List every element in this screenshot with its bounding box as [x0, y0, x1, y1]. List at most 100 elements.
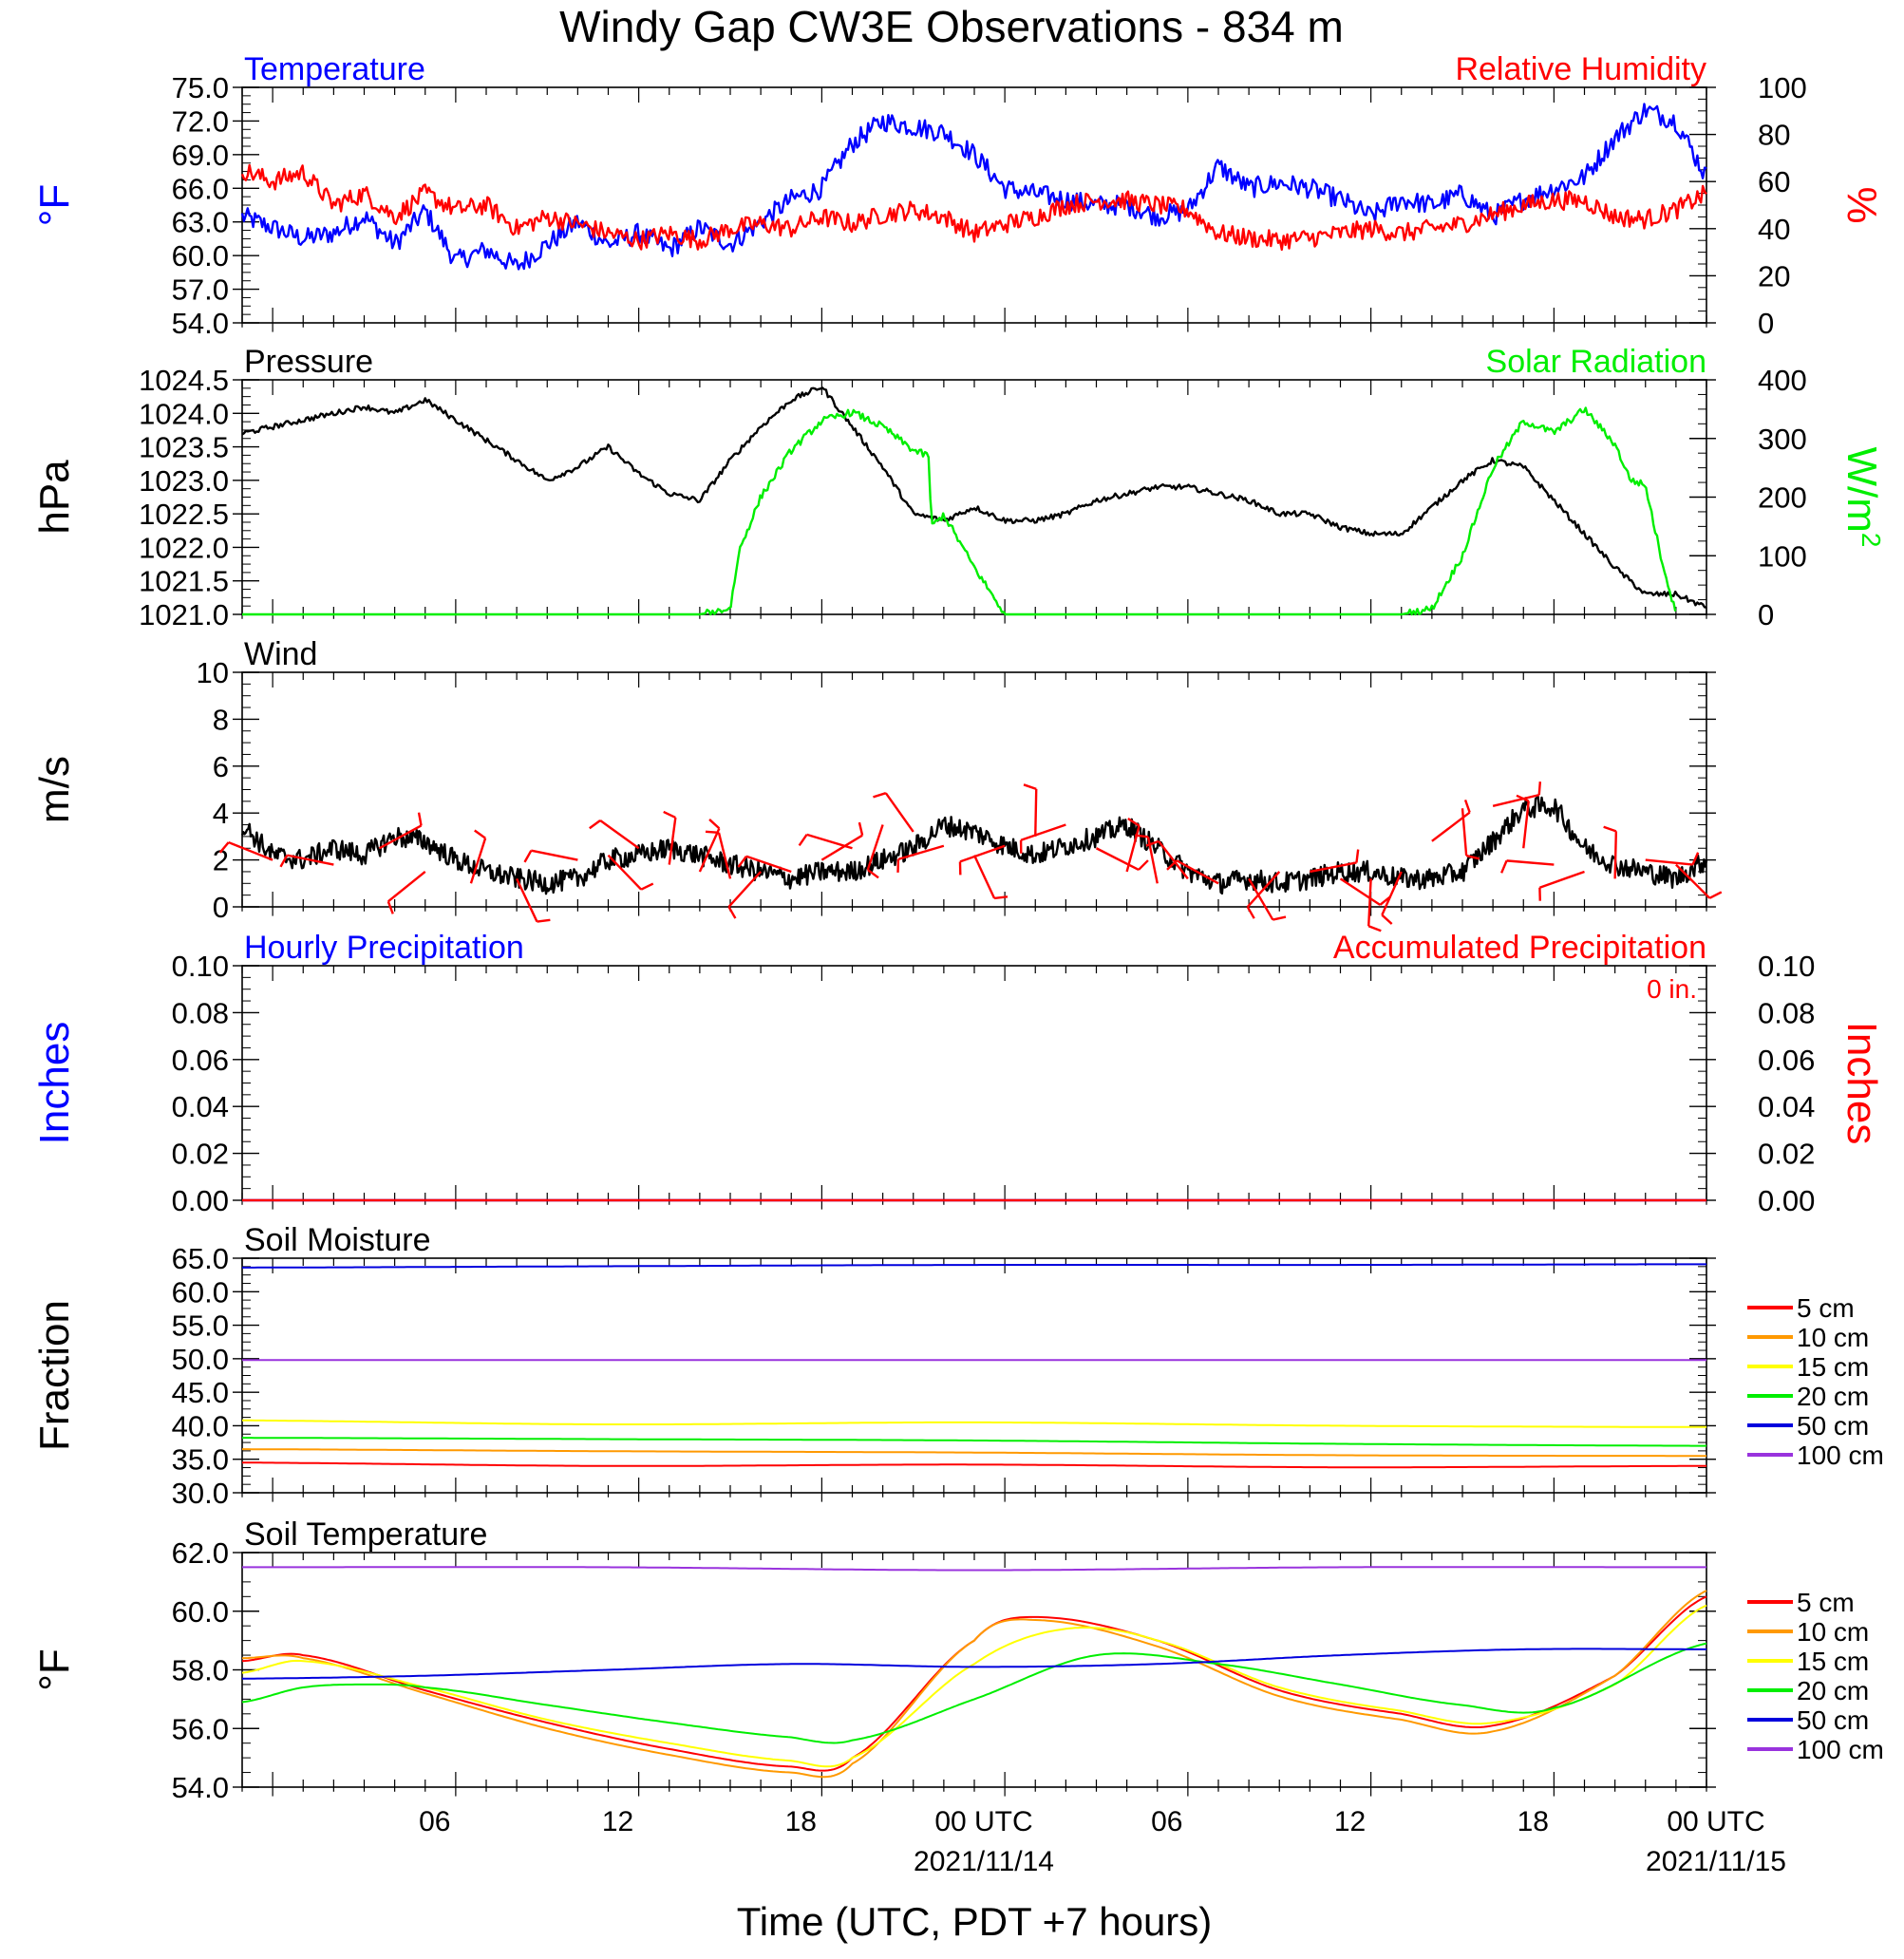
- x-date-label: 2021/11/15: [1646, 1846, 1786, 1877]
- y-tick-label-left: 75.0: [172, 71, 229, 104]
- y-tick-label-left: 30.0: [172, 1477, 229, 1510]
- x-tick-label: 12: [1334, 1806, 1366, 1837]
- y-axis-label-left: °F: [31, 1648, 78, 1690]
- y-tick-label-left: 10: [197, 656, 229, 689]
- panel-title-left: Hourly Precipitation: [244, 930, 524, 966]
- y-tick-label-left: 54.0: [172, 1771, 229, 1804]
- x-tick-label: 12: [602, 1806, 633, 1837]
- wind-barb-flag: [1356, 850, 1358, 863]
- wind-barb-flag: [1539, 782, 1540, 795]
- y-tick-label-left: 8: [213, 703, 229, 736]
- y-tick-label-left: 56.0: [172, 1712, 229, 1745]
- panel-title-right: Accumulated Precipitation: [1333, 930, 1706, 966]
- legend-label: 50 cm: [1797, 1705, 1869, 1735]
- y-tick-label-left: 60.0: [172, 1595, 229, 1629]
- y-tick-label-left: 1023.0: [139, 464, 229, 498]
- y-tick-label-left: 1021.5: [139, 565, 229, 598]
- y-tick-label-right: 0.06: [1758, 1044, 1815, 1077]
- y-tick-label-left: 0.04: [172, 1090, 229, 1123]
- legend-label: 15 cm: [1797, 1647, 1869, 1676]
- wind-barb-flag: [994, 896, 1008, 898]
- panel-title-left: Temperature: [244, 51, 425, 87]
- y-tick-label-right: 0: [1758, 598, 1774, 631]
- panel-title-left: Soil Temperature: [244, 1516, 487, 1553]
- y-tick-label-left: 60.0: [172, 239, 229, 273]
- x-tick-label: 18: [785, 1806, 817, 1837]
- y-tick-label-left: 63.0: [172, 206, 229, 239]
- y-tick-label-right: 0.02: [1758, 1138, 1815, 1171]
- legend-label: 10 cm: [1797, 1323, 1869, 1352]
- legend-label: 100 cm: [1797, 1441, 1884, 1470]
- x-tick-label: 06: [1151, 1806, 1182, 1837]
- y-tick-label-left: 6: [213, 750, 229, 783]
- x-tick-label: 18: [1518, 1806, 1549, 1837]
- y-axis-label-left: °F: [31, 184, 78, 226]
- x-tick-label: 06: [419, 1806, 450, 1837]
- legend-label: 100 cm: [1797, 1735, 1884, 1764]
- y-tick-label-left: 66.0: [172, 172, 229, 205]
- figure-title: Windy Gap CW3E Observations - 834 m: [559, 2, 1344, 51]
- y-tick-label-right: 100: [1758, 71, 1807, 104]
- accumulation-annotation: 0 in.: [1647, 974, 1697, 1004]
- y-tick-label-right: 0.00: [1758, 1184, 1815, 1217]
- y-tick-label-left: 0.06: [172, 1044, 229, 1077]
- y-tick-label-right: 300: [1758, 423, 1807, 456]
- x-tick-label: 00 UTC: [1667, 1806, 1764, 1837]
- y-tick-label-left: 0: [213, 891, 229, 924]
- legend-label: 5 cm: [1797, 1588, 1855, 1617]
- y-tick-label-left: 65.0: [172, 1242, 229, 1275]
- y-tick-label-left: 45.0: [172, 1376, 229, 1409]
- x-tick-label: 00 UTC: [934, 1806, 1032, 1837]
- y-tick-label-left: 54.0: [172, 307, 229, 340]
- y-tick-label-right: 60: [1758, 165, 1790, 198]
- panel-title-left: Soil Moisture: [244, 1222, 431, 1258]
- x-date-label: 2021/11/14: [914, 1846, 1054, 1877]
- wind-barb: [1035, 789, 1036, 837]
- y-tick-label-left: 0.02: [172, 1138, 229, 1171]
- y-axis-label-left: hPa: [31, 460, 78, 535]
- wind-barb-flag: [1135, 836, 1148, 838]
- wind-barb-flag: [706, 832, 719, 833]
- y-tick-label-right: 20: [1758, 259, 1790, 292]
- panel-title-right: Relative Humidity: [1455, 51, 1706, 87]
- y-tick-label-left: 0.10: [172, 950, 229, 983]
- y-axis-label-left: Fraction: [31, 1300, 78, 1451]
- x-axis-label: Time (UTC, PDT +7 hours): [737, 1899, 1213, 1944]
- y-tick-label-left: 1024.0: [139, 397, 229, 430]
- y-tick-label-left: 50.0: [172, 1343, 229, 1376]
- y-axis-label-right-superscript: 2: [1857, 533, 1887, 548]
- legend-label: 10 cm: [1797, 1617, 1869, 1647]
- y-tick-label-left: 0.08: [172, 996, 229, 1029]
- y-tick-label-right: 80: [1758, 119, 1790, 152]
- y-axis-label-right: W/m2: [1838, 447, 1887, 548]
- y-tick-label-left: 40.0: [172, 1409, 229, 1442]
- panel-title-left: Wind: [244, 636, 317, 672]
- y-axis-label-right: Inches: [1838, 1022, 1885, 1145]
- y-tick-label-left: 4: [213, 797, 229, 830]
- y-axis-label-right: %: [1838, 186, 1885, 223]
- legend-label: 50 cm: [1797, 1411, 1869, 1441]
- y-tick-label-left: 2: [213, 844, 229, 877]
- y-tick-label-left: 1021.0: [139, 598, 229, 631]
- legend-label: 20 cm: [1797, 1676, 1869, 1705]
- y-axis-label-left: Inches: [31, 1022, 78, 1145]
- y-tick-label-left: 72.0: [172, 104, 229, 138]
- y-tick-label-left: 0.00: [172, 1184, 229, 1217]
- y-tick-label-left: 55.0: [172, 1309, 229, 1343]
- y-tick-label-left: 1022.5: [139, 498, 229, 531]
- legend-label: 20 cm: [1797, 1382, 1869, 1411]
- y-tick-label-left: 1022.0: [139, 531, 229, 564]
- y-tick-label-right: 100: [1758, 539, 1807, 573]
- y-tick-label-right: 0.04: [1758, 1090, 1815, 1123]
- y-tick-label-left: 60.0: [172, 1275, 229, 1309]
- y-tick-label-right: 0.10: [1758, 950, 1815, 983]
- legend-label: 15 cm: [1797, 1352, 1869, 1382]
- y-tick-label-right: 400: [1758, 364, 1807, 397]
- y-tick-label-left: 69.0: [172, 139, 229, 172]
- y-tick-label-left: 1024.5: [139, 364, 229, 397]
- panel-title-right: Solar Radiation: [1486, 344, 1706, 380]
- y-tick-label-right: 200: [1758, 481, 1807, 515]
- y-tick-label-left: 58.0: [172, 1654, 229, 1687]
- y-axis-label-left: m/s: [31, 756, 78, 823]
